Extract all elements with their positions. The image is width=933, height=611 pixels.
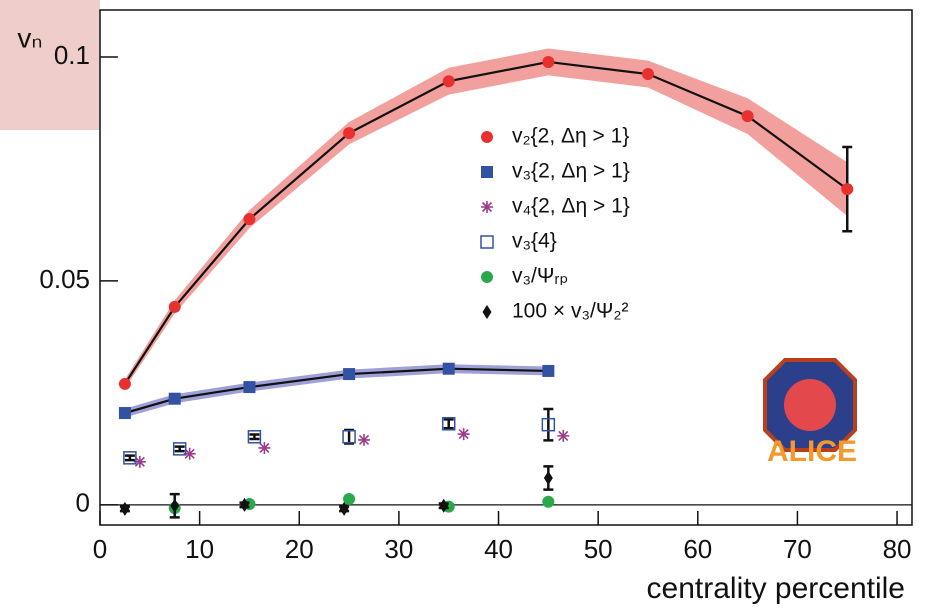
y-tick-label: 0.05 xyxy=(39,264,90,294)
legend-marker xyxy=(481,131,493,143)
point xyxy=(542,56,554,68)
logo-core xyxy=(784,379,836,431)
point xyxy=(258,442,270,454)
systematic-band xyxy=(125,49,847,389)
point xyxy=(169,301,181,313)
x-axis-label: centrality percentile xyxy=(647,572,905,605)
point xyxy=(343,127,355,139)
x-tick-label: 30 xyxy=(384,534,413,564)
x-tick-label: 50 xyxy=(584,534,613,564)
error-bar xyxy=(175,447,185,451)
point xyxy=(542,496,554,508)
x-tick-label: 70 xyxy=(783,534,812,564)
x-tick-label: 60 xyxy=(683,534,712,564)
point xyxy=(243,213,255,225)
legend-label: v₃{2, Δη > 1} xyxy=(512,160,630,183)
y-tick-label: 0.1 xyxy=(54,40,90,70)
legend-label: v₄{2, Δη > 1} xyxy=(512,195,630,218)
x-tick-label: 40 xyxy=(484,534,513,564)
point xyxy=(243,381,255,393)
point xyxy=(458,428,470,440)
point xyxy=(443,363,455,375)
error-bar xyxy=(125,456,135,460)
x-tick-label: 10 xyxy=(185,534,214,564)
point xyxy=(119,407,131,419)
legend-label: v₃{4} xyxy=(512,230,557,253)
point xyxy=(557,430,569,442)
legend-marker xyxy=(481,271,493,283)
logo: ALICE xyxy=(765,360,857,468)
y-tick-label: 0 xyxy=(76,488,90,518)
y-axis-label: vₙ xyxy=(17,22,42,53)
point xyxy=(343,368,355,380)
legend-marker xyxy=(483,305,492,319)
page: vₙ centrality percentile ALICE 0 10 20 30 40… xyxy=(0,0,933,611)
point xyxy=(169,393,181,405)
point xyxy=(742,110,754,122)
series-line xyxy=(125,369,548,413)
legend-label: 100 × v₃/Ψ₂² xyxy=(512,300,629,323)
legend-label: v₃/Ψᵣₚ xyxy=(512,265,568,288)
x-tick-label: 20 xyxy=(285,534,314,564)
point xyxy=(119,378,131,390)
systematic-band xyxy=(125,364,548,417)
chart: vₙ centrality percentile ALICE 0 10 20 30 40… xyxy=(0,0,933,611)
point xyxy=(841,183,853,195)
point xyxy=(642,68,654,80)
x-tick-label: 80 xyxy=(883,534,912,564)
error-bar xyxy=(444,419,454,428)
legend-marker xyxy=(481,236,493,248)
point xyxy=(542,365,554,377)
legend-marker xyxy=(481,166,493,178)
point xyxy=(544,471,553,485)
legend-marker xyxy=(481,201,493,213)
logo-text: ALICE xyxy=(767,435,857,468)
point xyxy=(443,75,455,87)
error-bar xyxy=(344,430,354,443)
x-tick-label: 0 xyxy=(93,534,107,564)
error-bar xyxy=(249,435,259,439)
point xyxy=(120,502,129,516)
point xyxy=(358,434,370,446)
error-bar xyxy=(543,409,553,440)
legend-label: v₂{2, Δη > 1} xyxy=(512,125,629,148)
